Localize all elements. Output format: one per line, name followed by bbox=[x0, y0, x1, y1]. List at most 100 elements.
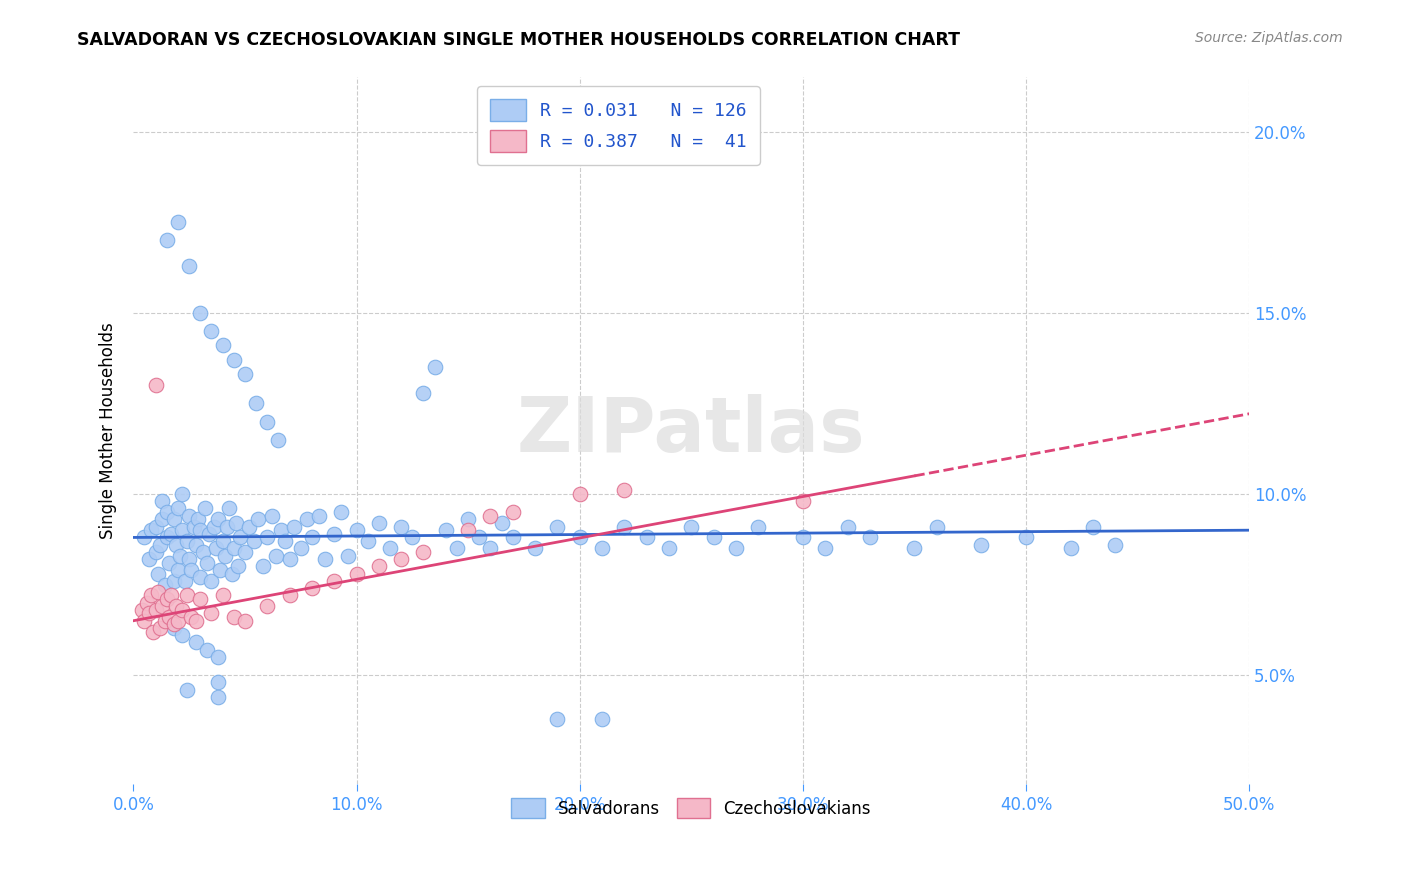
Point bbox=[141, 523, 163, 537]
Point bbox=[457, 523, 479, 537]
Point bbox=[167, 563, 190, 577]
Point bbox=[401, 531, 423, 545]
Point bbox=[134, 614, 156, 628]
Point bbox=[184, 614, 207, 628]
Point bbox=[176, 534, 198, 549]
Point bbox=[160, 526, 183, 541]
Point bbox=[156, 531, 179, 545]
Point bbox=[301, 581, 323, 595]
Point bbox=[903, 541, 925, 556]
Point bbox=[146, 584, 169, 599]
Point bbox=[149, 621, 172, 635]
Point bbox=[173, 574, 195, 588]
Point bbox=[283, 519, 305, 533]
Point bbox=[245, 396, 267, 410]
Point bbox=[792, 531, 814, 545]
Point bbox=[468, 531, 491, 545]
Point bbox=[135, 596, 157, 610]
Point bbox=[162, 621, 184, 635]
Point bbox=[346, 566, 368, 581]
Point bbox=[636, 531, 658, 545]
Point bbox=[180, 563, 202, 577]
Point bbox=[187, 512, 209, 526]
Point bbox=[274, 534, 297, 549]
Point bbox=[270, 523, 292, 537]
Point bbox=[568, 531, 591, 545]
Point bbox=[207, 690, 229, 704]
Point bbox=[150, 599, 173, 614]
Point bbox=[156, 234, 179, 248]
Point bbox=[176, 588, 198, 602]
Point bbox=[188, 592, 211, 607]
Point bbox=[184, 538, 207, 552]
Point bbox=[378, 541, 401, 556]
Point bbox=[1015, 531, 1038, 545]
Point bbox=[149, 538, 172, 552]
Point bbox=[703, 531, 725, 545]
Point bbox=[198, 526, 221, 541]
Point bbox=[167, 215, 190, 229]
Point bbox=[209, 563, 232, 577]
Point bbox=[202, 519, 225, 533]
Point bbox=[233, 614, 256, 628]
Point bbox=[613, 483, 636, 498]
Point bbox=[229, 531, 252, 545]
Point bbox=[165, 599, 187, 614]
Point bbox=[179, 259, 201, 273]
Point bbox=[970, 538, 993, 552]
Point bbox=[222, 541, 245, 556]
Point bbox=[156, 592, 179, 607]
Point bbox=[141, 588, 163, 602]
Point bbox=[256, 415, 278, 429]
Point bbox=[297, 512, 319, 526]
Text: Source: ZipAtlas.com: Source: ZipAtlas.com bbox=[1195, 31, 1343, 45]
Point bbox=[184, 635, 207, 649]
Point bbox=[457, 512, 479, 526]
Point bbox=[479, 541, 502, 556]
Point bbox=[346, 523, 368, 537]
Point bbox=[423, 360, 446, 375]
Point bbox=[145, 603, 167, 617]
Point bbox=[145, 378, 167, 392]
Point bbox=[546, 712, 568, 726]
Point bbox=[214, 549, 236, 563]
Point bbox=[172, 523, 194, 537]
Point bbox=[195, 556, 218, 570]
Point bbox=[221, 566, 243, 581]
Point bbox=[195, 642, 218, 657]
Point bbox=[323, 574, 346, 588]
Point bbox=[176, 682, 198, 697]
Point bbox=[434, 523, 457, 537]
Point bbox=[1081, 519, 1104, 533]
Point bbox=[724, 541, 747, 556]
Point bbox=[131, 603, 153, 617]
Point bbox=[278, 552, 301, 566]
Point bbox=[188, 570, 211, 584]
Point bbox=[367, 516, 389, 530]
Point bbox=[205, 541, 228, 556]
Point bbox=[1104, 538, 1126, 552]
Point bbox=[150, 512, 173, 526]
Point bbox=[188, 523, 211, 537]
Point bbox=[191, 545, 214, 559]
Point bbox=[194, 501, 217, 516]
Point bbox=[146, 566, 169, 581]
Point bbox=[200, 324, 222, 338]
Point bbox=[153, 577, 176, 591]
Point bbox=[207, 512, 229, 526]
Text: ZIPatlas: ZIPatlas bbox=[517, 393, 866, 467]
Point bbox=[162, 512, 184, 526]
Point bbox=[222, 610, 245, 624]
Point bbox=[1060, 541, 1083, 556]
Point bbox=[568, 487, 591, 501]
Point bbox=[247, 512, 270, 526]
Point bbox=[524, 541, 547, 556]
Point bbox=[150, 494, 173, 508]
Point bbox=[747, 519, 769, 533]
Point bbox=[145, 545, 167, 559]
Point bbox=[357, 534, 380, 549]
Point bbox=[591, 712, 613, 726]
Point bbox=[162, 617, 184, 632]
Text: SALVADORAN VS CZECHOSLOVAKIAN SINGLE MOTHER HOUSEHOLDS CORRELATION CHART: SALVADORAN VS CZECHOSLOVAKIAN SINGLE MOT… bbox=[77, 31, 960, 49]
Point bbox=[225, 516, 247, 530]
